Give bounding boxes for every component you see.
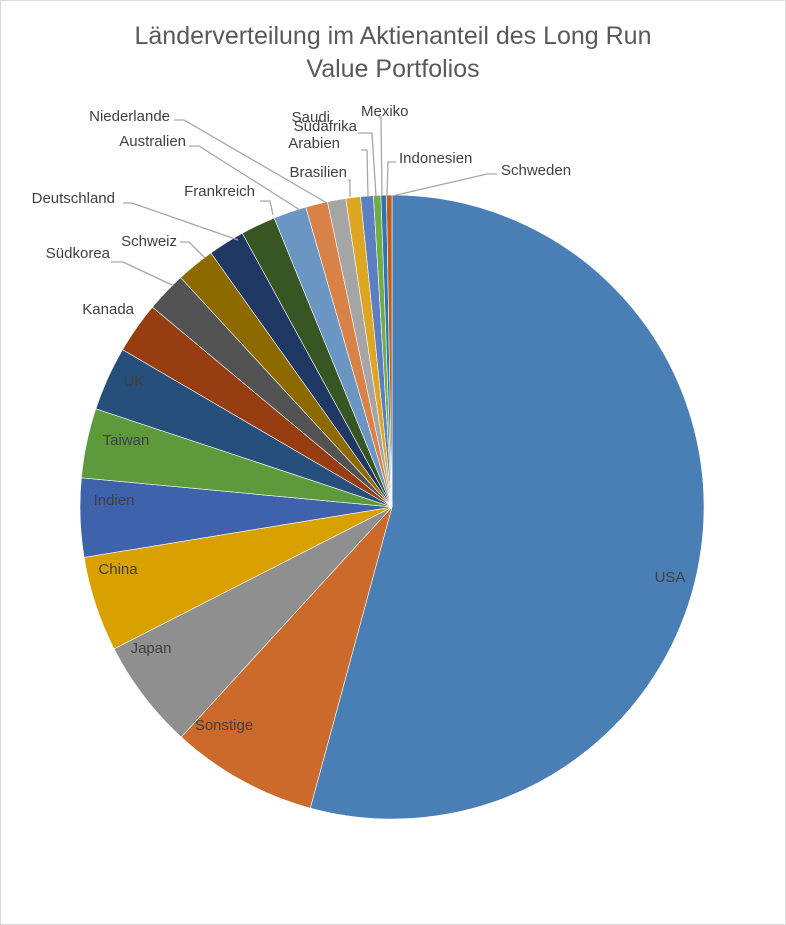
data-label-japan: Japan (131, 640, 172, 657)
leader-line-australien (189, 145, 301, 211)
chart-title-line-1: Länderverteilung im Aktienanteil des Lon… (134, 22, 652, 50)
leader-lines (111, 116, 497, 286)
leader-line-schweden (391, 173, 497, 197)
data-labels: USA Sonstige Japan China Indien Taiwan UK Kanad… (32, 103, 686, 734)
data-label-deutschland: Deutschland (32, 190, 115, 207)
leader-line-saudi-arabien (361, 149, 369, 197)
data-label-australien: Australien (119, 133, 186, 150)
leader-line-indonesien (386, 161, 396, 197)
data-label-brasilien: Brasilien (289, 164, 347, 181)
leader-line-schweiz (180, 241, 206, 259)
data-label-sonstige: Sonstige (195, 717, 253, 734)
data-label-schweden: Schweden (501, 162, 571, 179)
data-label-indonesien: Indonesien (399, 150, 472, 167)
data-label-arabien: Arabien (288, 135, 340, 152)
chart-title-line-2: Value Portfolios (306, 55, 480, 83)
data-label-schweiz: Schweiz (121, 233, 177, 250)
chart-title: Länderverteilung im Aktienanteil des Lon… (0, 20, 786, 86)
leader-line-brasilien (348, 179, 351, 197)
data-label-usa: USA (655, 569, 686, 586)
pie-slice-usa (309, 194, 705, 820)
leader-line-suedkorea (111, 261, 173, 286)
pie-slice-sonstige (180, 506, 393, 809)
leader-line-suedafrika (358, 132, 377, 197)
data-label-saudi: Saudi (292, 109, 330, 126)
leader-line-mexiko (378, 116, 383, 197)
data-label-frankreich: Frankreich (184, 183, 255, 200)
leader-line-deutschland (123, 202, 239, 241)
pie-slices (79, 194, 705, 820)
data-label-china: China (98, 561, 138, 578)
data-label-suedkorea: Südkorea (46, 245, 111, 262)
data-label-uk: UK (124, 373, 145, 390)
data-label-niederlande: Niederlande (89, 108, 170, 125)
data-label-suedafrika: Südafrika (294, 118, 358, 135)
data-label-indien: Indien (94, 492, 135, 509)
leader-line-frankreich (260, 200, 274, 216)
data-label-kanada: Kanada (82, 301, 134, 318)
data-label-mexiko: Mexiko (361, 103, 409, 120)
leader-line-niederlande (174, 119, 328, 204)
data-label-taiwan: Taiwan (103, 432, 150, 449)
